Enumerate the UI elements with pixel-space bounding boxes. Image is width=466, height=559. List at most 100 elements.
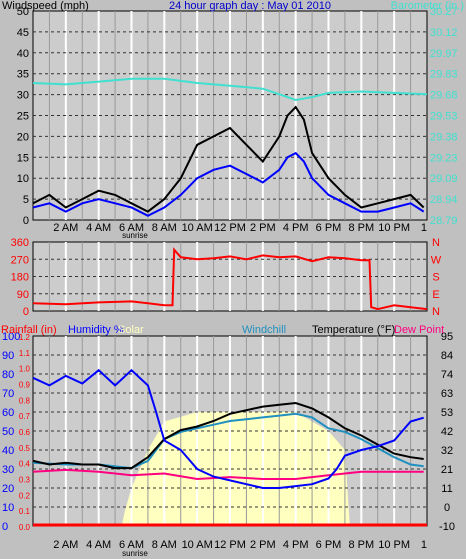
- y-tick-label: 35: [17, 69, 29, 81]
- x-tick-label: 10 PM: [378, 222, 410, 234]
- legend-solar: Solar: [118, 324, 144, 336]
- y-tick-label: 0.5: [19, 444, 31, 453]
- x-tick-label: 4 AM: [86, 222, 111, 234]
- legend-rainfall: Rainfall (in): [1, 324, 57, 336]
- y-tick-label: 29.53: [430, 111, 458, 123]
- x-tick-label: 8 AM: [152, 539, 177, 551]
- y-tick-label: 53: [441, 407, 453, 419]
- legend-temperature: Temperature (°F): [312, 324, 395, 336]
- y-tick-label: 28.94: [430, 194, 458, 206]
- y-tick-label: 0.2: [19, 491, 31, 500]
- y-tick-label: 29.68: [430, 90, 458, 102]
- sunrise-label-bottom: sunrise: [122, 549, 148, 558]
- y-tick-label: 50: [2, 426, 14, 438]
- x-tick-label: 10 PM: [378, 539, 410, 551]
- barometer-line: [32, 77, 428, 102]
- y-tick-label: 0: [23, 306, 29, 318]
- x-tick-label: 2 PM: [250, 222, 276, 234]
- y-tick-label: 0.1: [19, 507, 31, 516]
- legend-windchill: Windchill: [242, 324, 286, 336]
- y-tick-label: 11: [441, 483, 452, 495]
- y-tick-label: 90: [17, 289, 29, 301]
- barometer-axis-title: Barometer (in.): [391, 0, 464, 12]
- y-tick-label: 60: [2, 407, 14, 419]
- y-tick-label: 29.97: [430, 48, 458, 60]
- x-tick-label: 8 AM: [152, 222, 177, 234]
- y-tick-label: E: [432, 289, 439, 301]
- y-tick-label: 70: [2, 388, 14, 400]
- gust-line: [32, 105, 425, 213]
- panel-wind-series: [32, 77, 428, 217]
- y-tick-label: 0: [444, 502, 450, 514]
- wind-axis-title: Windspeed (mph): [2, 0, 89, 12]
- x-tick-label: 12 PM: [214, 222, 246, 234]
- x-tick-label: 12 PM: [214, 539, 246, 551]
- y-tick-label: 5: [23, 194, 29, 206]
- x-tick-label: 1: [421, 222, 427, 234]
- y-tick-label: 40: [17, 48, 29, 60]
- y-tick-label: S: [432, 272, 439, 284]
- humidity-line: [32, 368, 424, 489]
- y-tick-label: 0.4: [19, 460, 31, 469]
- panel-temp-ticks: 01020304050607080901000.00.10.20.30.40.5…: [2, 331, 455, 551]
- y-tick-label: N: [432, 237, 440, 249]
- y-tick-label: 0: [23, 215, 29, 227]
- y-tick-label: 0.7: [19, 412, 31, 421]
- y-tick-label: 30.27: [430, 6, 458, 18]
- y-tick-label: 30.12: [430, 27, 458, 39]
- x-tick-label: 6 PM: [316, 539, 342, 551]
- panel-wind-ticks: 0 5 10 15 20 25 30 35 40 45 50 28.79 28.94 29.09 29.23…: [17, 6, 458, 234]
- y-tick-label: 40: [2, 445, 14, 457]
- y-tick-label: 0.0: [19, 523, 31, 532]
- temperature-line: [32, 401, 424, 470]
- y-tick-label: 270: [11, 254, 29, 266]
- panel-wind-grid: [33, 11, 427, 220]
- y-tick-label: N: [432, 306, 440, 318]
- y-tick-label: 0: [2, 521, 8, 533]
- dewpoint-line: [32, 468, 424, 481]
- x-tick-label: 10 AM: [182, 222, 213, 234]
- chart-title: 24 hour graph day : May 01 2010: [169, 0, 331, 12]
- y-tick-label: 95: [441, 331, 453, 343]
- y-tick-label: W: [431, 254, 442, 266]
- y-tick-label: 1.1: [19, 349, 31, 358]
- y-tick-label: 10: [2, 502, 14, 514]
- x-tick-label: 8 PM: [348, 222, 374, 234]
- sunrise-label: sunrise: [122, 231, 148, 240]
- y-tick-label: 80: [2, 369, 14, 381]
- x-tick-label: 6 AM: [119, 539, 144, 551]
- panel-temp-series: [32, 368, 427, 527]
- y-tick-label: 42: [441, 426, 453, 438]
- y-tick-label: 15: [17, 152, 29, 164]
- legend-humidity: Humidity %: [68, 324, 124, 336]
- x-tick-label: 2 AM: [53, 222, 78, 234]
- y-tick-label: 30: [17, 90, 29, 102]
- y-tick-label: 28.79: [430, 215, 458, 227]
- x-tick-label: 2 AM: [53, 539, 78, 551]
- panel-direction-series: [32, 247, 428, 311]
- y-tick-label: 29.09: [430, 173, 458, 185]
- y-tick-label: 21: [441, 464, 453, 476]
- y-tick-label: 29.23: [430, 152, 458, 164]
- y-tick-label: 1.2: [19, 333, 31, 342]
- panel-temp-grid: [33, 336, 427, 526]
- y-tick-label: 10: [17, 173, 29, 185]
- windchill-line: [32, 412, 424, 470]
- y-tick-label: 63: [441, 388, 453, 400]
- y-tick-label: 30: [2, 464, 14, 476]
- x-tick-label: 4 AM: [86, 539, 111, 551]
- y-tick-label: 0.8: [19, 396, 31, 405]
- y-tick-label: 29.83: [430, 69, 458, 81]
- x-tick-label: 2 PM: [250, 539, 276, 551]
- legend-dewpoint: Dew Point: [394, 324, 444, 336]
- y-tick-label: 29.38: [430, 131, 458, 143]
- x-tick-label: 10 AM: [182, 539, 213, 551]
- y-tick-label: 50: [17, 6, 29, 18]
- y-tick-label: 20: [2, 483, 14, 495]
- y-tick-label: 74: [441, 369, 453, 381]
- y-tick-label: 1.0: [19, 365, 31, 374]
- panel-direction-grid: [33, 242, 427, 311]
- y-tick-label: 0.9: [19, 381, 31, 390]
- y-tick-label: 45: [17, 27, 29, 39]
